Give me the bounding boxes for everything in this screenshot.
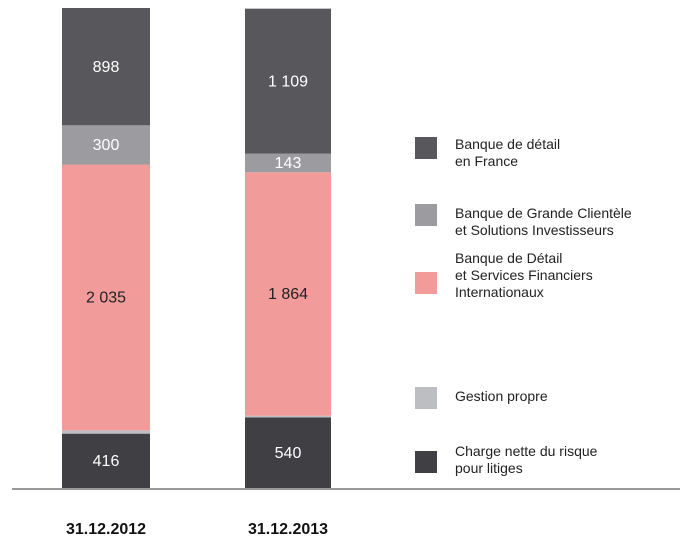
- legend-swatch: [415, 451, 437, 473]
- value-label: 1 864: [268, 286, 308, 303]
- bar-segment: [62, 164, 150, 431]
- value-label: 416: [93, 453, 120, 470]
- legend-label: Banque de détail en France: [455, 136, 561, 169]
- bar-segment: [245, 172, 331, 416]
- legend-swatch: [415, 137, 437, 159]
- value-label: 1 109: [268, 73, 308, 90]
- value-label: 540: [275, 445, 302, 462]
- bar-segment: [62, 125, 150, 165]
- legend-swatch: [415, 204, 437, 226]
- value-label: 300: [93, 137, 120, 154]
- legend-label: Banque de Grande Clientèle et Solutions …: [455, 205, 632, 238]
- legend-label: Gestion propre: [455, 388, 548, 404]
- bar-segment: [62, 8, 150, 126]
- bar-segment: [245, 417, 331, 488]
- legend-swatch: [415, 272, 437, 294]
- legend-label: Charge nette du risque pour litiges: [455, 443, 598, 476]
- x-tick-label: 31.12.2012: [66, 521, 146, 538]
- value-label: 898: [93, 59, 120, 76]
- legend-label: Banque de Détail et Services Financiers …: [455, 250, 593, 300]
- bar-segment: [245, 153, 331, 173]
- x-tick-label: 31.12.2013: [248, 521, 328, 538]
- bar-segment: [245, 415, 331, 418]
- value-label: 2 035: [86, 290, 126, 307]
- value-label: 143: [275, 155, 302, 172]
- bar-segment: [62, 430, 150, 434]
- legend-swatch: [415, 387, 437, 409]
- bar-segment: [245, 8, 331, 154]
- bar-segment: [62, 433, 150, 488]
